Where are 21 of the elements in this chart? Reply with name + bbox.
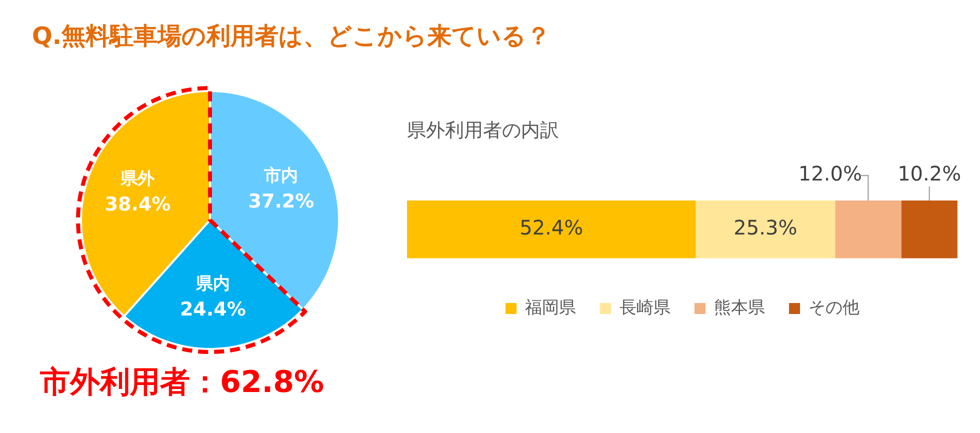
bar <box>407 200 696 258</box>
bar <box>835 200 902 258</box>
legend-label: 福岡県 <box>525 298 576 318</box>
data-label: 25.3% <box>734 216 798 240</box>
legend-label: 熊本県 <box>714 298 765 318</box>
data-label: 10.2% <box>898 162 962 186</box>
data-label: 37.2% <box>248 190 314 213</box>
data-label: 24.4% <box>180 298 246 320</box>
chart-title: 県外利用者の内訳 <box>407 119 559 142</box>
slice-label: 県外 <box>120 168 156 189</box>
chart-title: Q.無料駐車場の利用者は、どこから来ている？ <box>32 21 551 52</box>
data-label: 38.4% <box>104 193 171 216</box>
legend-label: 長崎県 <box>620 298 670 318</box>
bar <box>901 200 958 258</box>
text: 市外利用者：62.8% <box>40 364 324 402</box>
bar <box>696 200 836 258</box>
slice-label: 市内 <box>263 166 298 186</box>
data-label: 12.0% <box>798 162 862 186</box>
slice-label: 県内 <box>194 274 230 294</box>
data-label: 52.4% <box>520 216 584 240</box>
legend-label: その他 <box>808 298 860 318</box>
